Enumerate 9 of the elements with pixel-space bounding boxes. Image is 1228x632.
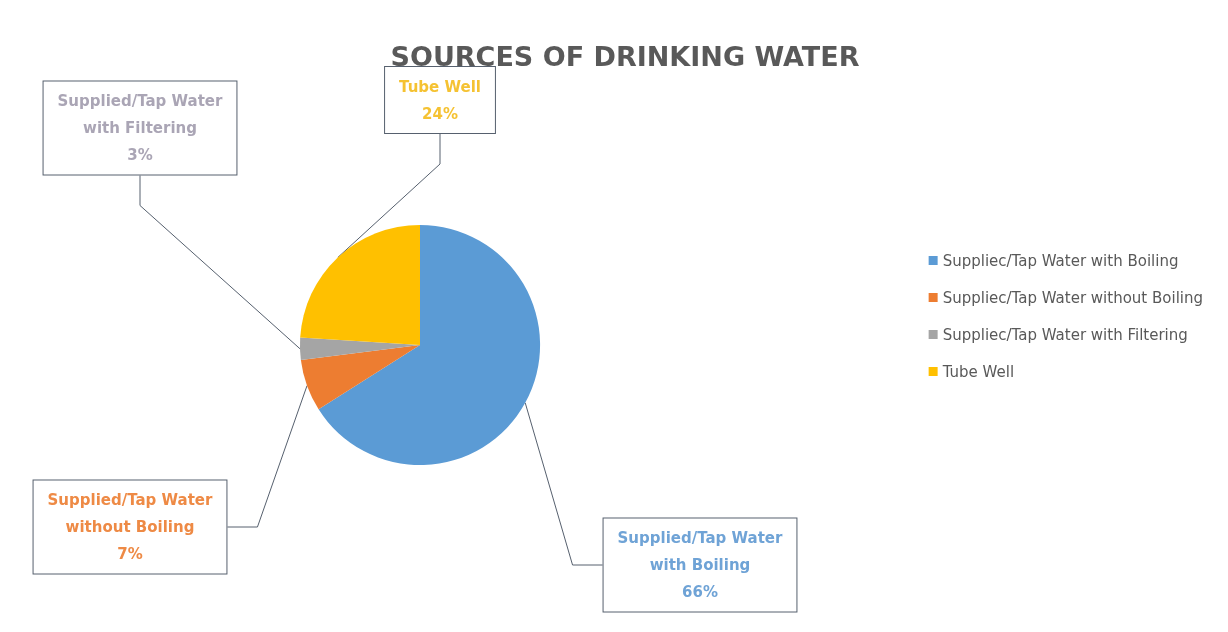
data-label: Tube Well 24% [399, 77, 481, 123]
chart-title: SOURCES OF DRINKING WATER [390, 41, 860, 72]
legend-label: Suppliec/Tap Water without Boiling [942, 288, 1204, 307]
legend-label: Suppliec/Tap Water with Boiling [942, 251, 1179, 270]
data-label: Supplied/Tap Water with Filtering 3% [57, 92, 224, 164]
data-label: Supplied/Tap Water with Boiling 66% [617, 529, 784, 601]
legend-label: Tube Well [941, 362, 1015, 381]
legend-label: Suppliec/Tap Water with Filtering [942, 325, 1188, 344]
data-label: Supplied/Tap Water without Boiling 7% [47, 491, 214, 563]
